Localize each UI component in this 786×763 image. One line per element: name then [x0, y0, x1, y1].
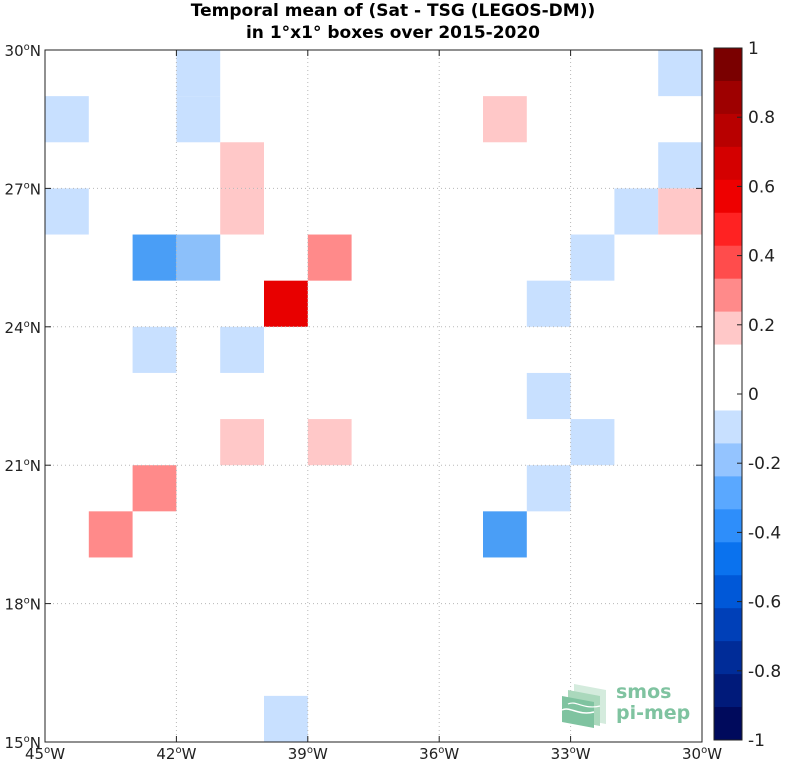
heatmap-cell: [658, 142, 702, 189]
chart-title: Temporal mean of (Sat - TSG (LEGOS-DM)) …: [0, 0, 786, 44]
colorbar-segment: [714, 212, 742, 247]
smos-pi-mep-logo: smos pi-mep: [560, 680, 700, 728]
heatmap-cell: [307, 419, 352, 466]
y-tick-label: 27oN: [5, 180, 41, 198]
plot-frame: [44, 49, 703, 743]
colorbar-label: -1: [748, 731, 765, 751]
y-tick-label: 18oN: [5, 596, 41, 614]
heatmap-cell: [88, 511, 133, 558]
axis-ticks: 45oW 42oW 39oW 36oW 33oW 30oW 30oN 27oN 24oN 21oN…: [5, 42, 723, 763]
y-tick-label: 30oN: [5, 42, 41, 60]
heatmap-cell: [45, 96, 89, 143]
logo-wave-icon: [561, 684, 606, 728]
heatmap-cell: [176, 96, 221, 143]
colorbar-segment: [714, 542, 742, 576]
heatmap-cell: [483, 511, 527, 558]
colorbar-segment: [714, 641, 742, 675]
colorbar-label: 0.8: [748, 108, 775, 128]
colorbar-segment: [714, 278, 742, 313]
x-tick-label: 42oW: [156, 745, 196, 763]
heatmap-cell: [132, 465, 177, 512]
colorbar-segment: [714, 344, 742, 379]
colorbar-segment: [714, 245, 742, 280]
x-tick-label: 45oW: [25, 745, 65, 763]
heatmap-cell: [264, 280, 308, 327]
heatmap-cell: [526, 372, 571, 420]
colorbar-segment: [714, 113, 742, 148]
heatmap-cells: [45, 50, 702, 742]
logo-text-smos: smos: [616, 681, 672, 703]
colorbar-segment: [714, 179, 742, 214]
heatmap-cell: [264, 695, 308, 742]
colorbar-label: 0: [748, 385, 759, 405]
x-tick-label: 36oW: [419, 745, 459, 763]
heatmap-cell: [176, 50, 221, 97]
y-tick-label: 21oN: [5, 457, 41, 475]
colorbar-segment: [714, 80, 742, 115]
colorbar-segment: [714, 509, 742, 543]
heatmap-cell: [307, 234, 352, 281]
colorbar-label: 0.2: [748, 316, 775, 336]
heatmap-cell: [45, 188, 89, 235]
logo-text-pi-mep: pi-mep: [616, 702, 691, 724]
heatmap-cell: [614, 188, 659, 235]
colorbar-segment: [714, 48, 742, 82]
heatmap-cell: [220, 326, 264, 373]
colorbar-segment: [714, 476, 742, 510]
heatmap-cell: [570, 419, 615, 466]
colorbar-segment: [714, 146, 742, 181]
heatmap-cell: [483, 96, 527, 143]
colorbar-label: -0.8: [748, 662, 781, 682]
colorbar-label: 0.6: [748, 177, 775, 197]
colorbar-label: -0.4: [748, 523, 781, 543]
colorbar-label: 1: [748, 39, 759, 59]
colorbar-segment: [714, 608, 742, 642]
heatmap-cell: [526, 280, 571, 327]
heatmap-cell: [220, 142, 264, 189]
y-tick-label: 15oN: [5, 734, 41, 752]
colorbar-segment: [714, 443, 742, 477]
heatmap-cell: [220, 188, 264, 235]
y-tick-label: 24oN: [5, 319, 41, 337]
x-tick-label: 39oW: [288, 745, 328, 763]
chart-title-line-1: Temporal mean of (Sat - TSG (LEGOS-DM)): [190, 1, 596, 21]
colorbar-segment: [714, 410, 742, 444]
colorbar-segment: [714, 311, 742, 346]
colorbar-label: -0.2: [748, 454, 781, 474]
heatmap-cell: [176, 234, 221, 281]
colorbar-label: -0.6: [748, 593, 781, 613]
colorbar-segment: [714, 674, 742, 708]
heatmap-cell: [526, 465, 571, 512]
colorbar-segment: [714, 707, 742, 741]
grid-lines: [45, 50, 702, 742]
heatmap-cell: [570, 234, 615, 281]
x-tick-label: 30oW: [682, 745, 722, 763]
heatmap-cell: [132, 326, 177, 373]
heatmap-cell: [132, 234, 177, 281]
colorbar-segment: [714, 575, 742, 609]
heatmap-cell: [220, 419, 264, 466]
x-tick-label: 33oW: [551, 745, 591, 763]
heatmap-cell: [658, 50, 702, 97]
heatmap-cell: [658, 188, 702, 235]
colorbar: 1 0.8 0.6 0.4 0.2 0 -0.2 -0.4 -0.6 -0.8 -1: [713, 39, 781, 751]
colorbar-label: 0.4: [748, 247, 775, 267]
chart-title-line-2: in 1°x1° boxes over 2015-2020: [245, 23, 541, 43]
